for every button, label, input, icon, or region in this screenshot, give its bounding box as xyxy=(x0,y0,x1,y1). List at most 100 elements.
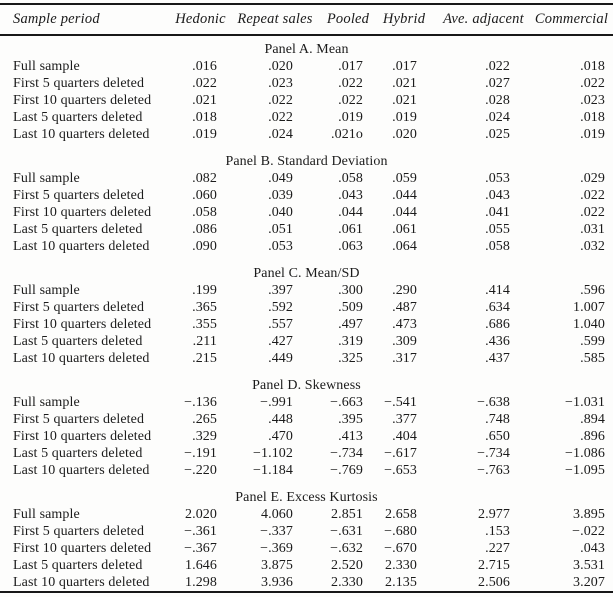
cell-hybrid: .020 xyxy=(392,127,417,142)
cell-hedonic: .082 xyxy=(192,171,217,186)
cell-hedonic: 1.298 xyxy=(185,575,217,590)
cell-hedonic: −.220 xyxy=(184,463,217,478)
cell-commercial: .894 xyxy=(580,412,605,427)
cell-hedonic: .021 xyxy=(192,93,217,108)
cell-repeat-sales: −1.184 xyxy=(253,463,293,478)
cell-ave-adjacent: 2.977 xyxy=(478,507,510,522)
column-header-hedonic: Hedonic xyxy=(175,11,226,27)
cell-hedonic: .019 xyxy=(192,127,217,142)
table-row: Last 10 quarters deleted −.220 −1.184 −.… xyxy=(0,462,613,479)
cell-repeat-sales: .049 xyxy=(268,171,293,186)
cell-commercial: 3.895 xyxy=(573,507,605,522)
table-row: First 10 quarters deleted .021 .022 .022… xyxy=(0,92,613,109)
cell-repeat-sales: −.991 xyxy=(260,395,293,410)
table-bottom-rule xyxy=(0,591,613,593)
cell-hedonic: .329 xyxy=(192,429,217,444)
cell-commercial: .023 xyxy=(580,93,605,108)
cell-ave-adjacent: −.638 xyxy=(477,395,510,410)
cell-ave-adjacent: .748 xyxy=(485,412,510,427)
cell-commercial: 3.207 xyxy=(573,575,605,590)
cell-repeat-sales: −.369 xyxy=(260,541,293,556)
row-label: First 10 quarters deleted xyxy=(13,93,152,108)
cell-ave-adjacent: .027 xyxy=(485,76,510,91)
cell-commercial: −1.086 xyxy=(565,446,605,461)
cell-pooled: .019 xyxy=(338,110,363,125)
cell-hedonic: .265 xyxy=(192,412,217,427)
cell-hedonic: .016 xyxy=(192,59,217,74)
cell-ave-adjacent: .041 xyxy=(485,205,510,220)
cell-pooled: .395 xyxy=(338,412,363,427)
cell-pooled: .022 xyxy=(338,76,363,91)
column-header-repeat-sales: Repeat sales xyxy=(237,11,313,27)
cell-hedonic: .365 xyxy=(192,300,217,315)
cell-pooled: .319 xyxy=(338,334,363,349)
cell-hybrid: −.541 xyxy=(384,395,417,410)
cell-hedonic: .211 xyxy=(192,334,217,349)
cell-pooled: −.769 xyxy=(330,463,363,478)
cell-hedonic: 2.020 xyxy=(185,507,217,522)
table-panel: Panel D. Skewness Full sample −.136 −.99… xyxy=(0,367,613,479)
row-label: Last 5 quarters deleted xyxy=(13,558,143,573)
table-row: Full sample .199 .397 .300 .290 .414 .59… xyxy=(0,282,613,299)
column-header-commercial: Commercial xyxy=(534,11,609,27)
row-label: Full sample xyxy=(13,59,80,74)
cell-hedonic: .355 xyxy=(192,317,217,332)
column-header-pooled: Pooled xyxy=(326,11,370,27)
table-row: Last 5 quarters deleted .086 .051 .061 .… xyxy=(0,221,613,238)
cell-hybrid: .059 xyxy=(392,171,417,186)
row-label: First 5 quarters deleted xyxy=(13,300,145,315)
cell-commercial: .043 xyxy=(580,541,605,556)
cell-hybrid: .021 xyxy=(392,93,417,108)
table-panel: Panel E. Excess Kurtosis Full sample 2.0… xyxy=(0,479,613,591)
cell-pooled: −.663 xyxy=(330,395,363,410)
cell-repeat-sales: .448 xyxy=(268,412,293,427)
cell-ave-adjacent: .436 xyxy=(485,334,510,349)
table-row: First 5 quarters deleted .022 .023 .022 … xyxy=(0,75,613,92)
cell-ave-adjacent: .024 xyxy=(485,110,510,125)
row-label: Last 10 quarters deleted xyxy=(13,575,150,590)
row-label: Full sample xyxy=(13,283,80,298)
cell-hybrid: −.680 xyxy=(384,524,417,539)
cell-hedonic: −.136 xyxy=(184,395,217,410)
cell-hybrid: .017 xyxy=(392,59,417,74)
cell-pooled: 2.330 xyxy=(331,575,363,590)
cell-commercial: −.022 xyxy=(572,524,605,539)
cell-ave-adjacent: .022 xyxy=(485,59,510,74)
cell-commercial: .022 xyxy=(580,205,605,220)
cell-commercial: −1.031 xyxy=(565,395,605,410)
cell-commercial: .596 xyxy=(580,283,605,298)
cell-ave-adjacent: .686 xyxy=(485,317,510,332)
panel-title: Panel C. Mean/SD xyxy=(253,266,360,281)
cell-hybrid: −.617 xyxy=(384,446,417,461)
row-label: Last 10 quarters deleted xyxy=(13,463,150,478)
cell-hybrid: .021 xyxy=(392,76,417,91)
cell-pooled: −.734 xyxy=(330,446,363,461)
cell-commercial: .032 xyxy=(580,239,605,254)
cell-commercial: 1.007 xyxy=(573,300,605,315)
table-row: Full sample −.136 −.991 −.663 −.541 −.63… xyxy=(0,394,613,411)
cell-commercial: .022 xyxy=(580,76,605,91)
cell-pooled: .043 xyxy=(338,188,363,203)
cell-repeat-sales: .051 xyxy=(268,222,293,237)
cell-repeat-sales: 3.936 xyxy=(261,575,293,590)
cell-hybrid: .473 xyxy=(392,317,417,332)
table-row: First 5 quarters deleted .265 .448 .395 … xyxy=(0,411,613,428)
panel-rows: Full sample .199 .397 .300 .290 .414 .59… xyxy=(0,282,613,367)
panel-rows: Full sample 2.020 4.060 2.851 2.658 2.97… xyxy=(0,506,613,591)
cell-ave-adjacent: .043 xyxy=(485,188,510,203)
row-label: First 10 quarters deleted xyxy=(13,317,152,332)
cell-repeat-sales: .040 xyxy=(268,205,293,220)
cell-hedonic: .060 xyxy=(192,188,217,203)
cell-commercial: .019 xyxy=(580,127,605,142)
cell-hybrid: −.670 xyxy=(384,541,417,556)
row-label: Last 10 quarters deleted xyxy=(13,127,150,142)
cell-pooled: .017 xyxy=(338,59,363,74)
table-row: First 5 quarters deleted .365 .592 .509 … xyxy=(0,299,613,316)
table-row: Last 10 quarters deleted .215 .449 .325 … xyxy=(0,350,613,367)
cell-ave-adjacent: .634 xyxy=(485,300,510,315)
cell-pooled: .063 xyxy=(338,239,363,254)
row-label: First 10 quarters deleted xyxy=(13,429,152,444)
cell-commercial: 1.040 xyxy=(573,317,605,332)
cell-hedonic: −.361 xyxy=(184,524,217,539)
row-label: First 10 quarters deleted xyxy=(13,205,152,220)
